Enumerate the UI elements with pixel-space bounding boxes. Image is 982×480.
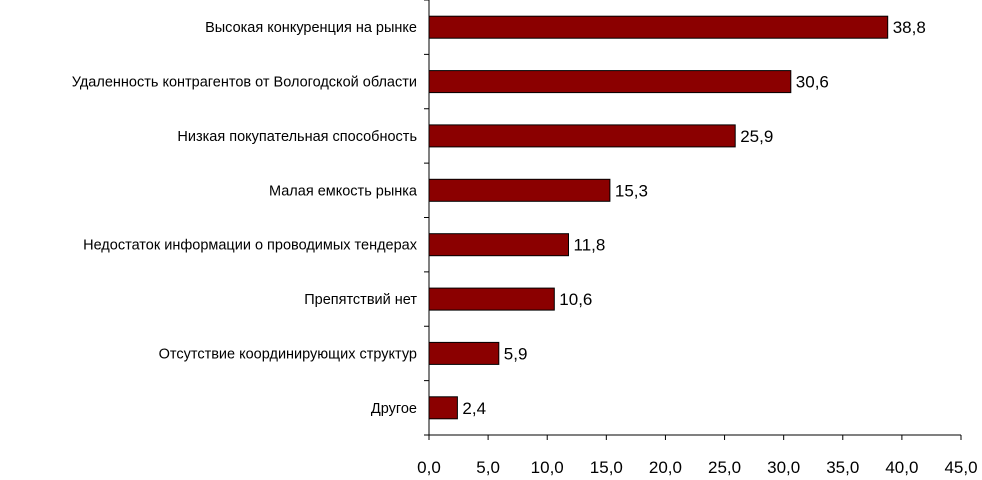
category-label: Препятствий нет [304,292,417,308]
category-labels: Высокая конкуренция на рынке Удаленность … [72,20,418,417]
x-tick-label: 10,0 [531,458,564,477]
data-label: 15,3 [615,181,648,200]
x-tick-label: 45,0 [944,458,977,477]
data-label: 11,8 [574,236,606,255]
x-tick-label: 15,0 [590,458,623,477]
bar [428,178,611,202]
bar [428,396,458,420]
category-label: Отсутствие координирующих структур [159,346,417,362]
data-label: 25,9 [740,127,773,146]
x-tick-label: 40,0 [885,458,918,477]
data-label: 30,6 [796,73,829,92]
value-labels: 38,8 30,6 25,9 15,3 11,8 10,6 5,9 2,4 [462,18,925,418]
bar [428,233,569,257]
data-label: 38,8 [893,18,926,37]
x-tick-label: 0,0 [417,458,441,477]
bar [428,70,792,94]
x-axis-ticks: 0,0 5,0 10,0 15,0 20,0 25,0 30,0 35,0 40,0 45,0 [417,0,978,477]
category-label: Малая емкость рынка [269,183,418,199]
data-label: 5,9 [504,344,528,363]
x-tick-label: 20,0 [649,458,682,477]
bar [428,287,555,311]
x-tick-label: 25,0 [708,458,741,477]
x-tick-label: 30,0 [767,458,800,477]
bar [428,124,736,148]
x-tick-label: 35,0 [826,458,859,477]
bar [428,341,500,365]
bar [428,15,889,39]
category-label: Недостаток информации о проводимых тенде… [83,238,418,254]
category-label: Низкая покупательная способность [177,129,417,145]
data-label: 2,4 [462,399,486,418]
category-label: Удаленность контрагентов от Вологодской … [72,75,417,91]
category-label: Другое [371,401,417,417]
category-label: Высокая конкуренция на рынке [205,20,417,36]
x-tick-label: 5,0 [476,458,500,477]
data-label: 10,6 [559,290,592,309]
